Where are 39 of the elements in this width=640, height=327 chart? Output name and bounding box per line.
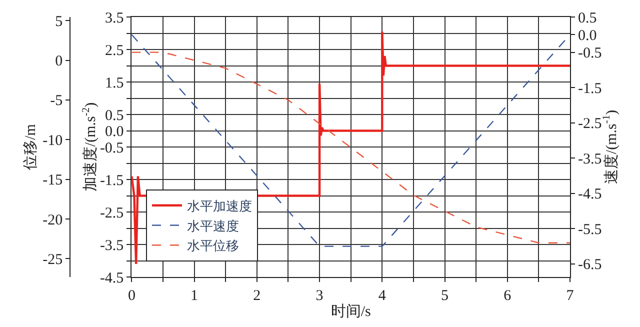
x-tick-label: 3 [316,288,324,304]
y-tick-label: 2.5 [104,42,124,59]
x-tick-label: 0 [128,288,136,304]
y2-tick-label: 0.5 [578,10,597,26]
y3-tick-label: -25 [42,252,63,268]
y-tick-label: 3.5 [104,10,124,26]
x-axis-title: 时间/s [330,303,372,320]
y3-tick-label: 0 [55,54,63,70]
y3-tick-label: 5 [55,14,63,30]
legend-label: 水平速度 [187,218,239,234]
x-tick-label: 2 [253,288,261,304]
y3-axis-title: 位移/m [22,124,39,170]
y2-tick-label: -1.5 [578,80,602,97]
y2-tick-label: -2.5 [578,116,602,132]
x-tick-label: 4 [378,288,386,304]
y2-tick-label: -3.5 [578,151,602,168]
x-tick-label: 6 [504,288,512,304]
y3-tick-label: -5 [50,93,63,110]
x-tick-label: 5 [441,288,449,304]
x-tick-label: 1 [190,288,198,304]
y-tick-label: -0.5 [100,140,124,156]
y-tick-label: -2.5 [100,205,124,222]
y3-tick-label: -15 [42,172,63,189]
y2-tick-label: -4.5 [578,186,602,203]
x-tick-label: 7 [566,288,574,304]
y-tick-label: 0.5 [104,108,124,124]
y-tick-label: -1.5 [100,172,124,189]
y2-tick-label: -5.5 [578,222,602,238]
y-tick-label: 1.5 [104,75,124,92]
y-tick-label: 0.0 [104,124,124,140]
y2-tick-label: -0.5 [578,46,602,62]
legend-label: 水平位移 [187,238,239,254]
y-tick-label: -3.5 [100,238,124,254]
y-tick-label: -4.5 [100,270,124,286]
y2-tick-label: 0.0 [578,28,597,44]
y3-tick-label: -10 [42,132,63,149]
y2-tick-label: -6.5 [578,257,602,274]
y3-tick-label: -20 [42,212,63,228]
legend-label: 水平加速度 [187,198,252,214]
